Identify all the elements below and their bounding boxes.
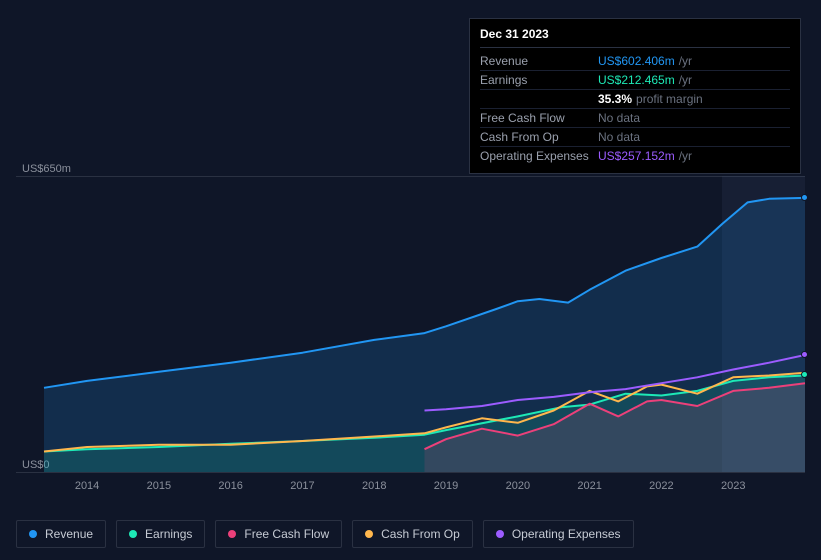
legend-dot-icon <box>365 530 373 538</box>
legend-item[interactable]: Operating Expenses <box>483 520 634 548</box>
legend-dot-icon <box>228 530 236 538</box>
x-axis-tick: 2023 <box>721 480 745 492</box>
legend: Revenue Earnings Free Cash Flow Cash From O… <box>16 520 634 548</box>
series-end-dot-revenue <box>801 194 808 201</box>
x-axis-tick: 2017 <box>290 480 314 492</box>
x-axis-tick: 2021 <box>577 480 601 492</box>
x-axis-tick: 2019 <box>434 480 458 492</box>
x-axis-tick: 2020 <box>506 480 530 492</box>
legend-dot-icon <box>29 530 37 538</box>
legend-label: Operating Expenses <box>512 527 621 541</box>
chart-svg <box>0 0 821 560</box>
x-axis-tick: 2015 <box>147 480 171 492</box>
legend-item[interactable]: Free Cash Flow <box>215 520 342 548</box>
x-axis-tick: 2022 <box>649 480 673 492</box>
series-end-dot-opex <box>801 351 808 358</box>
x-axis-tick: 2018 <box>362 480 386 492</box>
legend-dot-icon <box>129 530 137 538</box>
legend-item[interactable]: Cash From Op <box>352 520 473 548</box>
legend-label: Cash From Op <box>381 527 460 541</box>
legend-dot-icon <box>496 530 504 538</box>
legend-label: Free Cash Flow <box>244 527 329 541</box>
legend-label: Earnings <box>145 527 192 541</box>
x-axis-tick: 2014 <box>75 480 99 492</box>
legend-label: Revenue <box>45 527 93 541</box>
legend-item[interactable]: Revenue <box>16 520 106 548</box>
x-axis-tick: 2016 <box>218 480 242 492</box>
legend-item[interactable]: Earnings <box>116 520 205 548</box>
